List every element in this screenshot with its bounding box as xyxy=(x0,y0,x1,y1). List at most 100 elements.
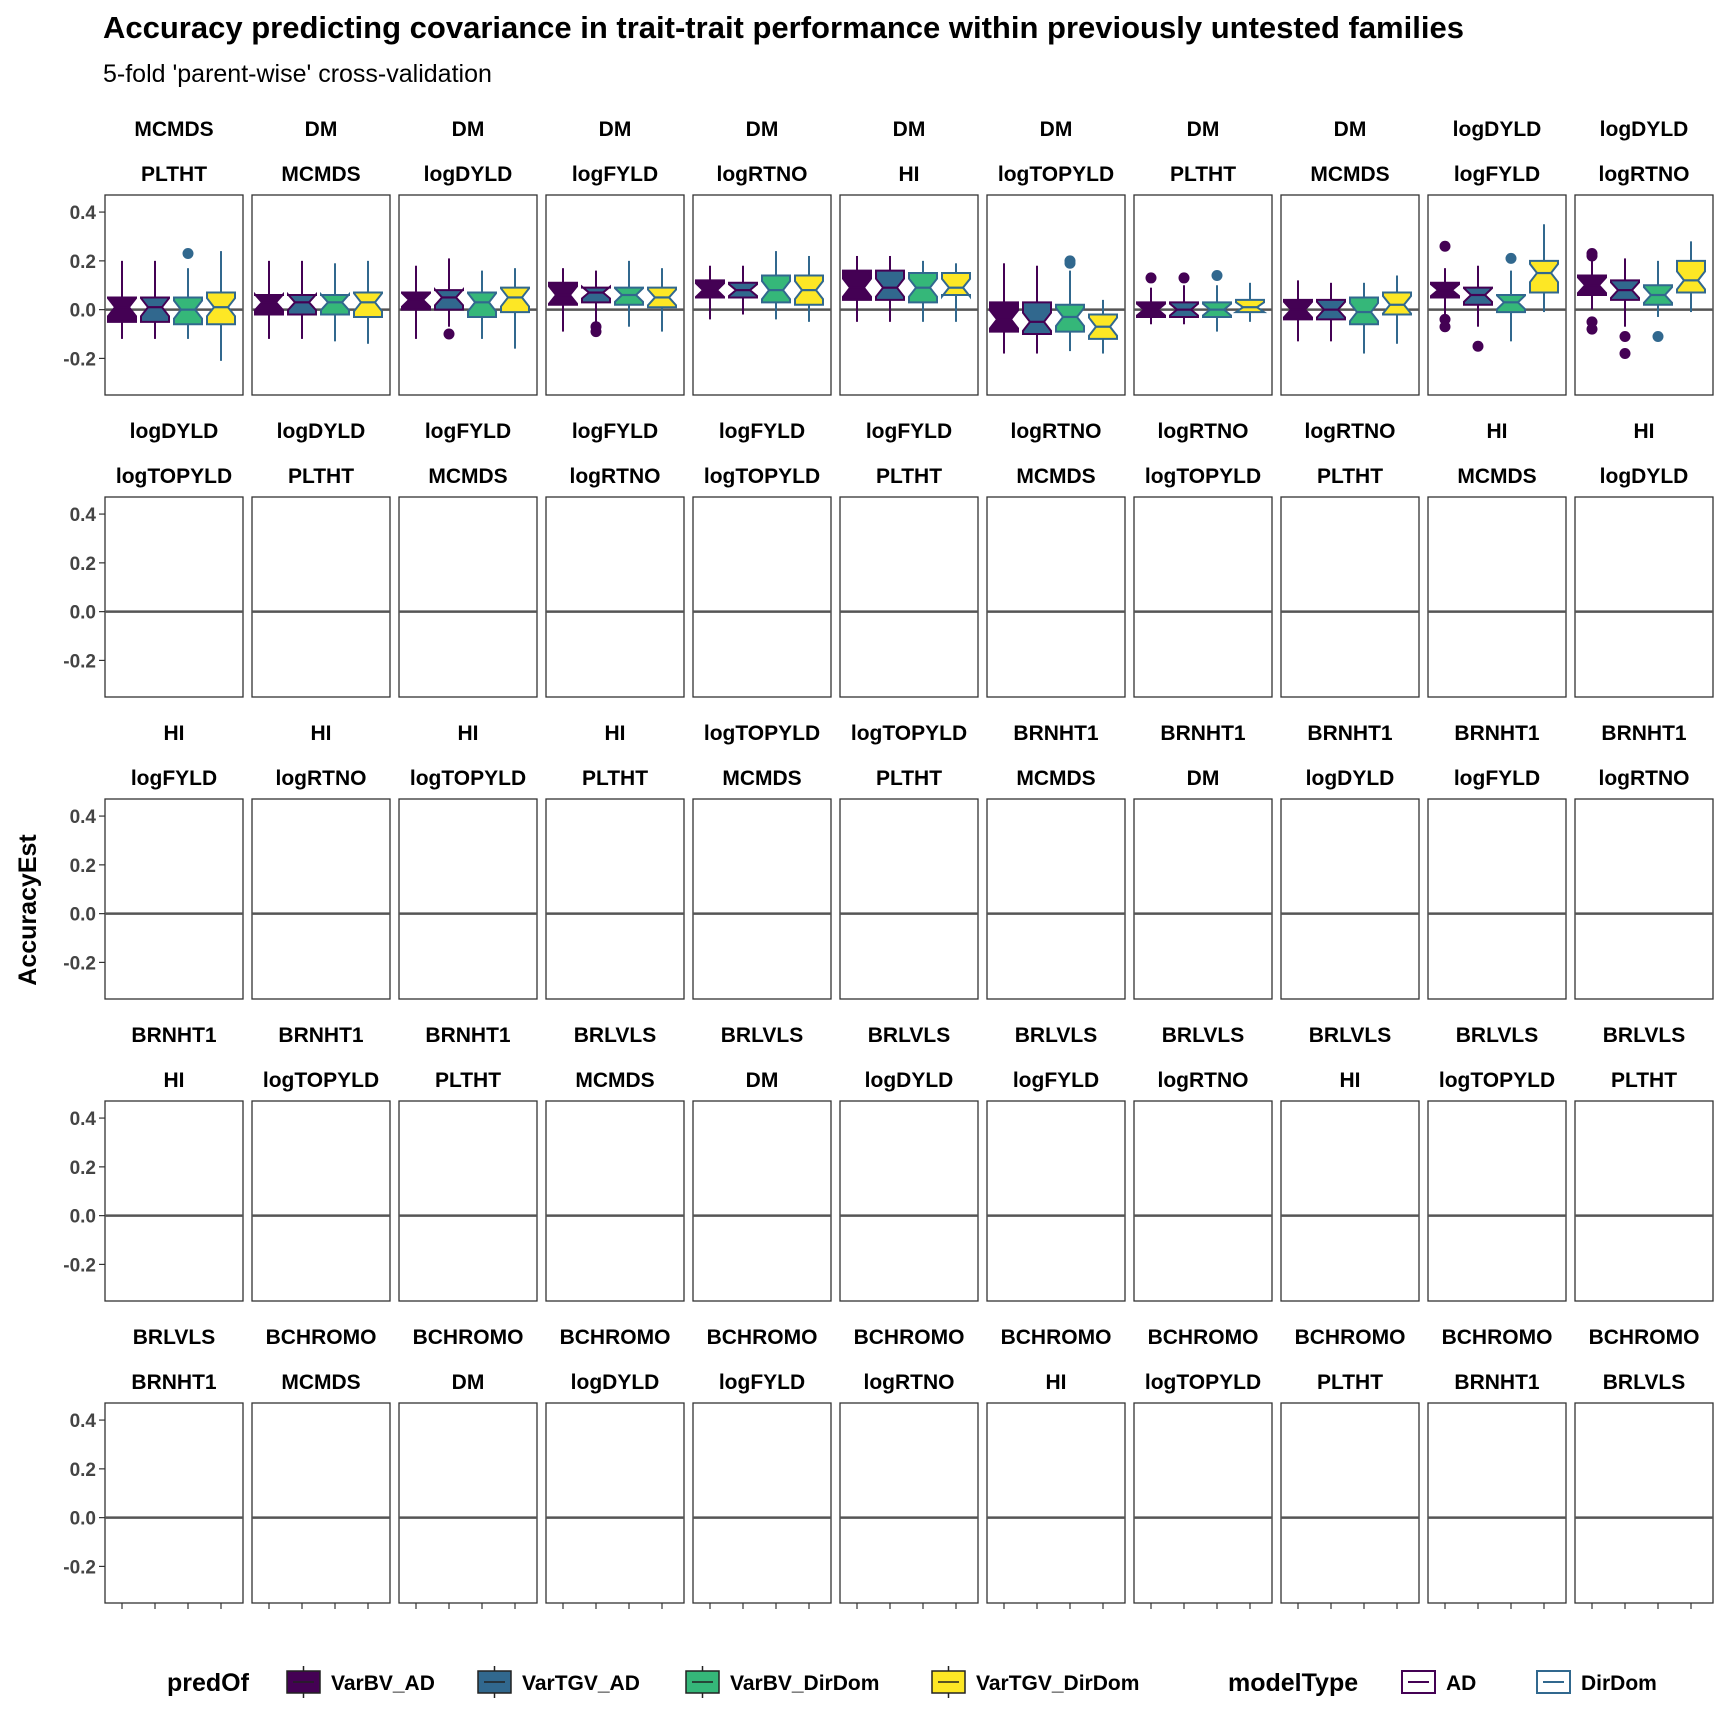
strip-label-trait2: MCMDS xyxy=(1016,767,1095,790)
panel: BCHROMO logFYLD xyxy=(692,1326,832,1604)
panel-border xyxy=(1427,496,1567,698)
strip-label-trait2: PLTHT xyxy=(1317,465,1383,488)
panel-border xyxy=(104,1402,244,1604)
box xyxy=(206,291,236,326)
strip-label-trait2: logTOPYLD xyxy=(116,465,232,488)
strip-label-trait1: BCHROMO xyxy=(707,1326,818,1349)
panel-border xyxy=(545,798,685,1000)
panel: BCHROMO BRLVLS xyxy=(1574,1326,1714,1604)
strip-label-trait1: BRNHT1 xyxy=(425,1024,510,1047)
strip-label-trait2: logDYLD xyxy=(1306,767,1395,790)
box xyxy=(614,286,644,306)
panel: BRLVLS DM xyxy=(692,1024,832,1302)
strip-label-trait2: logRTNO xyxy=(1599,767,1690,790)
outlier-point xyxy=(1586,323,1598,335)
panel: BRNHT1 PLTHT xyxy=(398,1024,538,1302)
panel: logDYLD logRTNO xyxy=(1574,118,1714,396)
panel-border xyxy=(545,1402,685,1604)
y-tick-label: 0.2 xyxy=(70,554,96,575)
y-tick-label: 0.4 xyxy=(70,1411,97,1432)
strip-label-trait1: BRLVLS xyxy=(1015,1024,1097,1047)
panel-border xyxy=(1280,798,1420,1000)
strip-label-trait1: logDYLD xyxy=(277,420,366,443)
legend-label-VarBV_AD: VarBV_AD xyxy=(331,1672,435,1695)
panel: HI logDYLD xyxy=(1574,420,1714,698)
strip-label-trait1: logTOPYLD xyxy=(704,722,820,745)
panel: BCHROMO logRTNO xyxy=(839,1326,979,1604)
strip-label-trait2: logFYLD xyxy=(572,163,658,186)
y-tick-label: 0.0 xyxy=(70,301,96,322)
strip-label-trait1: HI xyxy=(458,722,479,745)
panel: BRLVLS MCMDS xyxy=(545,1024,685,1302)
panel: DM logDYLD xyxy=(398,118,538,396)
strip-label-trait1: DM xyxy=(746,118,779,141)
legend-label-VarTGV_AD: VarTGV_AD xyxy=(522,1672,640,1695)
y-tick-label: 0.4 xyxy=(70,1109,97,1130)
strip-label-trait1: DM xyxy=(1334,118,1367,141)
panel: BCHROMO HI xyxy=(986,1326,1126,1604)
outlier-point xyxy=(1178,272,1190,284)
panel: HI logTOPYLD xyxy=(398,722,538,1000)
panel: BCHROMO logDYLD xyxy=(545,1326,685,1604)
panel-border xyxy=(398,496,538,698)
chart-subtitle: 5-fold 'parent-wise' cross-validation xyxy=(103,60,492,88)
box xyxy=(875,269,905,301)
strip-label-trait2: BRNHT1 xyxy=(131,1371,216,1394)
strip-label-trait2: PLTHT xyxy=(288,465,354,488)
panel: DM PLTHT xyxy=(1133,118,1273,396)
panel-border xyxy=(398,1100,538,1302)
y-axis-label: AccuracyEst xyxy=(14,834,42,986)
strip-label-trait1: logFYLD xyxy=(425,420,511,443)
panel: HI logRTNO xyxy=(251,722,391,1000)
strip-label-trait1: BRLVLS xyxy=(133,1326,215,1349)
panel: BCHROMO BRNHT1 xyxy=(1427,1326,1567,1604)
strip-label-trait1: logFYLD xyxy=(866,420,952,443)
panel-border xyxy=(1280,496,1420,698)
y-tick-label: 0.0 xyxy=(70,1509,96,1530)
outlier-point xyxy=(1505,252,1517,264)
strip-label-trait2: logDYLD xyxy=(1600,465,1689,488)
panel-border xyxy=(839,496,979,698)
panel-border xyxy=(986,798,1126,1000)
strip-label-trait2: HI xyxy=(164,1069,185,1092)
strip-label-trait2: MCMDS xyxy=(1457,465,1536,488)
panel-border xyxy=(1574,798,1714,1000)
box xyxy=(320,291,350,316)
panel-border xyxy=(104,1100,244,1302)
panel-border xyxy=(545,1100,685,1302)
strip-label-trait1: BRNHT1 xyxy=(1160,722,1245,745)
panel: MCMDS PLTHT 0.4 0.2 0.0 -0.2 xyxy=(63,118,244,396)
strip-label-trait2: logRTNO xyxy=(276,767,367,790)
strip-label-trait1: BCHROMO xyxy=(1148,1326,1259,1349)
box xyxy=(941,272,971,300)
y-tick-label: 0.4 xyxy=(70,203,97,224)
panel-border xyxy=(545,496,685,698)
box xyxy=(842,269,872,301)
strip-label-trait1: BRLVLS xyxy=(1309,1024,1391,1047)
strip-label-trait2: PLTHT xyxy=(876,465,942,488)
legend-label-VarTGV_DirDom: VarTGV_DirDom xyxy=(976,1672,1139,1695)
panel: BRLVLS logDYLD xyxy=(839,1024,979,1302)
y-tick-label: 0.0 xyxy=(70,905,96,926)
strip-label-trait1: logRTNO xyxy=(1305,420,1396,443)
strip-label-trait2: logTOPYLD xyxy=(1439,1069,1555,1092)
panel-border xyxy=(1574,496,1714,698)
strip-label-trait1: DM xyxy=(599,118,632,141)
outlier-point xyxy=(1439,240,1451,252)
strip-label-trait2: logTOPYLD xyxy=(998,163,1114,186)
box xyxy=(107,296,137,323)
strip-label-trait2: PLTHT xyxy=(876,767,942,790)
strip-label-trait1: HI xyxy=(164,722,185,745)
panel: HI MCMDS xyxy=(1427,420,1567,698)
strip-label-trait2: DM xyxy=(1187,767,1220,790)
strip-label-trait2: logTOPYLD xyxy=(1145,465,1261,488)
strip-label-trait1: BRNHT1 xyxy=(278,1024,363,1047)
strip-label-trait2: logRTNO xyxy=(717,163,808,186)
strip-label-trait1: MCMDS xyxy=(134,118,213,141)
strip-label-trait2: logFYLD xyxy=(1013,1069,1099,1092)
panel: BRLVLS HI xyxy=(1280,1024,1420,1302)
strip-label-trait1: DM xyxy=(452,118,485,141)
legend-title-modelType: modelType xyxy=(1228,1669,1358,1697)
box xyxy=(548,281,578,306)
strip-label-trait1: BRLVLS xyxy=(1603,1024,1685,1047)
